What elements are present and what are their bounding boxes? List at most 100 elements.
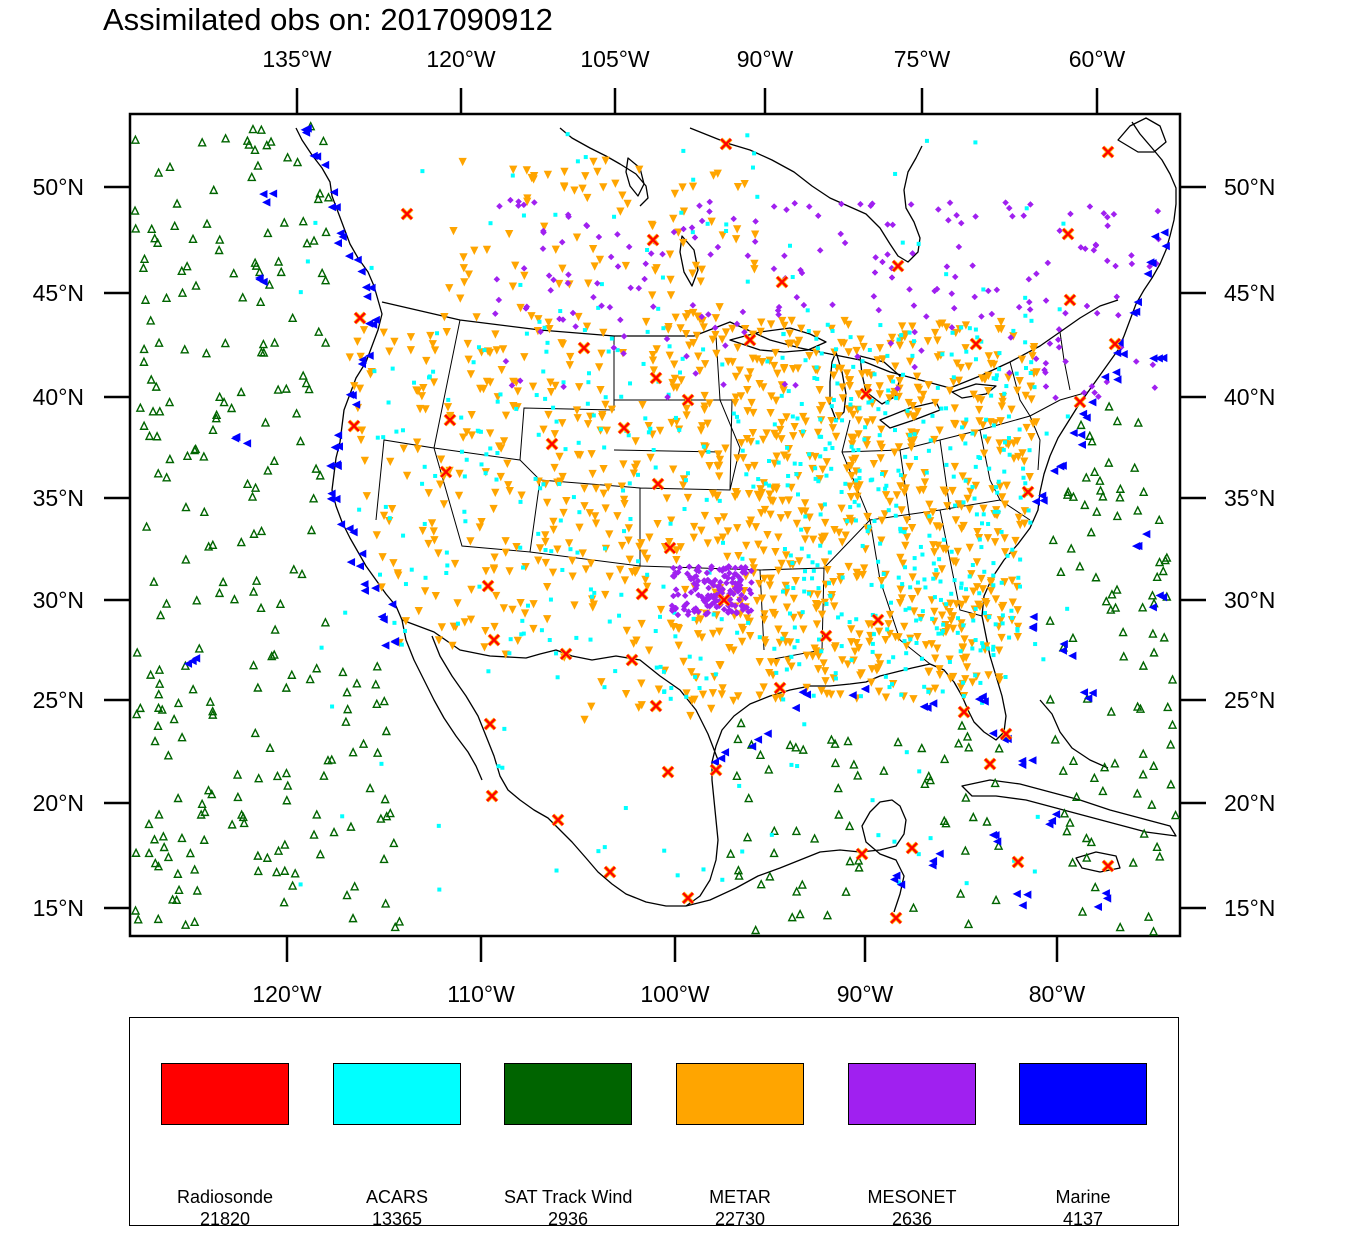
metar-marker — [766, 496, 776, 505]
sat-track-wind-marker — [287, 880, 298, 890]
marine-marker — [1160, 228, 1169, 237]
mesonet-marker — [747, 590, 755, 597]
acars-marker — [991, 423, 996, 428]
metar-marker — [529, 624, 538, 634]
sat-track-wind-marker — [214, 244, 224, 255]
marine-marker — [327, 203, 337, 212]
metar-marker — [748, 428, 758, 438]
sat-track-wind-marker — [180, 660, 191, 670]
metar-marker — [908, 322, 917, 331]
metar-marker — [766, 320, 776, 329]
metar-marker — [698, 422, 707, 431]
mesonet-marker — [641, 275, 648, 283]
acars-marker — [544, 349, 549, 354]
metar-marker — [830, 602, 839, 611]
acars-marker — [693, 674, 698, 679]
mesonet-marker — [1062, 309, 1069, 317]
mesonet-marker — [539, 227, 547, 235]
metar-marker — [572, 233, 582, 242]
metar-marker — [683, 493, 693, 503]
marine-marker — [371, 583, 380, 593]
mesonet-marker — [530, 199, 538, 206]
sat-track-wind-marker — [302, 238, 312, 248]
metar-marker — [815, 386, 824, 395]
acars-marker — [435, 331, 440, 336]
metar-marker — [559, 182, 569, 191]
acars-marker — [799, 527, 804, 532]
metar-marker — [784, 496, 794, 505]
metar-marker — [467, 585, 476, 595]
metar-marker — [1013, 632, 1023, 642]
metar-marker — [463, 339, 472, 349]
metar-marker — [878, 355, 888, 364]
acars-marker — [931, 576, 936, 581]
acars-marker — [944, 272, 949, 277]
metar-marker — [494, 442, 504, 451]
mesonet-marker — [1100, 209, 1108, 217]
mesonet-marker — [911, 328, 919, 336]
acars-marker — [746, 620, 751, 625]
sat-track-wind-marker — [742, 832, 753, 842]
acars-marker — [789, 654, 794, 659]
metar-marker — [696, 277, 705, 286]
sat-track-wind-marker — [1118, 626, 1128, 637]
mesonet-marker — [691, 585, 699, 593]
acars-marker — [661, 669, 666, 674]
metar-marker — [1013, 622, 1023, 631]
acars-marker — [869, 398, 874, 403]
mesonet-marker — [680, 225, 687, 233]
metar-marker — [523, 194, 532, 203]
marine-marker — [896, 880, 906, 889]
acars-marker — [887, 685, 892, 690]
acars-marker — [991, 583, 996, 588]
mesonet-marker — [909, 250, 916, 257]
acars-marker — [525, 603, 530, 608]
mesonet-marker — [752, 218, 759, 225]
mesonet-marker — [698, 593, 706, 601]
acars-marker — [961, 623, 966, 628]
legend-swatch — [504, 1063, 632, 1125]
mesonet-marker — [751, 238, 759, 245]
acars-marker — [409, 567, 414, 572]
sat-track-wind-marker — [181, 502, 191, 512]
metar-marker — [353, 337, 362, 346]
acars-marker — [786, 473, 791, 478]
sat-track-wind-marker — [315, 849, 325, 859]
metar-marker — [543, 498, 552, 507]
metar-marker — [700, 360, 710, 369]
metar-marker — [449, 226, 458, 236]
acars-marker — [1006, 414, 1011, 419]
metar-marker — [827, 324, 836, 334]
bottom-lon-label: 110°W — [447, 981, 515, 1007]
sat-track-wind-marker — [314, 326, 324, 336]
metar-marker — [546, 378, 555, 387]
acars-marker — [711, 612, 716, 617]
acars-marker — [948, 446, 953, 451]
metar-marker — [417, 392, 427, 401]
metar-marker — [774, 625, 783, 634]
acars-marker — [561, 380, 566, 385]
mesonet-marker — [946, 199, 954, 207]
metar-marker — [780, 631, 789, 641]
metar-marker — [997, 402, 1007, 411]
mesonet-marker — [620, 332, 628, 340]
legend-label: SAT Track Wind — [504, 1187, 633, 1207]
sat-track-wind-marker — [1139, 486, 1149, 497]
left-lat-label: 15°N — [33, 895, 84, 921]
metar-marker — [1009, 454, 1019, 463]
sat-track-wind-marker — [1158, 565, 1168, 576]
marine-marker — [183, 659, 193, 668]
mesonet-marker — [1093, 309, 1101, 317]
mesonet-marker — [672, 586, 680, 593]
mesonet-marker — [642, 260, 650, 268]
sat-track-wind-marker — [1086, 527, 1096, 537]
metar-marker — [831, 432, 841, 442]
metar-marker — [624, 536, 633, 545]
acars-marker — [582, 328, 587, 333]
metar-marker — [946, 674, 955, 683]
sat-track-wind-marker — [226, 402, 237, 413]
acars-marker — [677, 427, 682, 432]
metar-marker — [863, 418, 872, 427]
sat-track-wind-marker — [209, 184, 219, 195]
acars-marker — [908, 637, 913, 642]
